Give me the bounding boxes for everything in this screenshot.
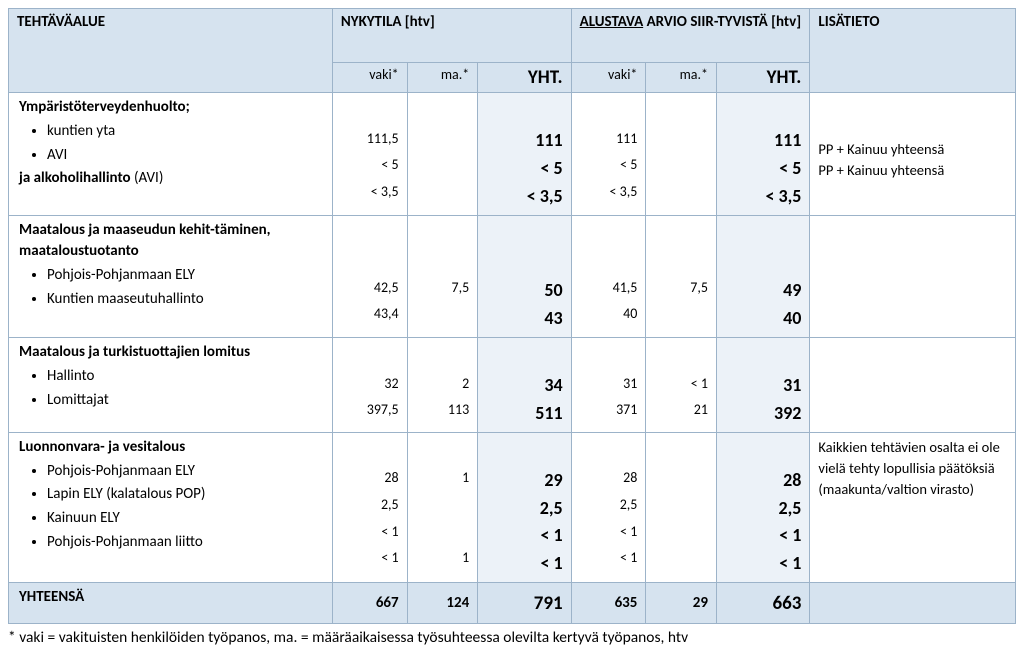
total-row: YHTEENSÄ66712479163529663	[9, 583, 1016, 623]
total-c_vaki: 667	[332, 583, 407, 623]
cell-e_vaki: 41,5 40	[571, 215, 646, 338]
cell-e_ma	[646, 93, 717, 216]
cell-e_vaki: 28 2,5 < 1 < 1	[571, 432, 646, 582]
table-row: Ympäristöterveydenhuolto;kuntien ytaAVIj…	[9, 93, 1016, 216]
cell-c_vaki: 32 397,5	[332, 338, 407, 433]
total-c_yht: 791	[478, 583, 571, 623]
resource-table: TEHTÄVÄALUE NYKYTILA [htv] ALUSTAVA ARVI…	[8, 8, 1016, 624]
total-info	[810, 583, 1016, 623]
task-cell: Maatalous ja maaseudun kehit-täminen, ma…	[9, 215, 333, 338]
cell-e_yht: 49 40	[716, 215, 809, 338]
header-info: LISÄTIETO	[810, 9, 1016, 93]
cell-c_vaki: 42,5 43,4	[332, 215, 407, 338]
cell-c_ma: 7,5	[407, 215, 478, 338]
total-e_ma: 29	[646, 583, 717, 623]
total-c_ma: 124	[407, 583, 478, 623]
header-task: TEHTÄVÄALUE	[9, 9, 333, 93]
header-current: NYKYTILA [htv]	[332, 9, 571, 63]
total-e_yht: 663	[716, 583, 809, 623]
info-cell: Kaikkien tehtävien osalta ei ole vielä t…	[810, 432, 1016, 582]
table-row: Luonnonvara- ja vesitalousPohjois-Pohjan…	[9, 432, 1016, 582]
task-cell: Maatalous ja turkistuottajien lomitusHal…	[9, 338, 333, 433]
subheader-ma-current: ma.*	[407, 63, 478, 93]
info-cell	[810, 338, 1016, 433]
cell-c_ma: 1 1	[407, 432, 478, 582]
cell-e_ma	[646, 432, 717, 582]
cell-c_yht: 34 511	[478, 338, 571, 433]
cell-e_ma: 7,5	[646, 215, 717, 338]
subheader-vaki-estimate: vaki*	[571, 63, 646, 93]
subheader-yht-estimate: YHT.	[716, 63, 809, 93]
total-label: YHTEENSÄ	[9, 583, 333, 623]
cell-e_yht: 31 392	[716, 338, 809, 433]
cell-c_ma: 2 113	[407, 338, 478, 433]
cell-e_ma: < 1 21	[646, 338, 717, 433]
cell-e_yht: 111 < 5 < 3,5	[716, 93, 809, 216]
info-cell: PP + Kainuu yhteensä PP + Kainuu yhteens…	[810, 93, 1016, 216]
header-estimate: ALUSTAVA ARVIO SIIR-TYVISTÄ [htv]	[571, 9, 810, 63]
total-e_vaki: 635	[571, 583, 646, 623]
cell-e_vaki: 111 < 5 < 3,5	[571, 93, 646, 216]
cell-e_vaki: 31 371	[571, 338, 646, 433]
subheader-ma-estimate: ma.*	[646, 63, 717, 93]
table-row: Maatalous ja turkistuottajien lomitusHal…	[9, 338, 1016, 433]
cell-c_vaki: 111,5 < 5 < 3,5	[332, 93, 407, 216]
cell-c_yht: 29 2,5 < 1 < 1	[478, 432, 571, 582]
cell-c_ma	[407, 93, 478, 216]
task-cell: Ympäristöterveydenhuolto;kuntien ytaAVIj…	[9, 93, 333, 216]
task-cell: Luonnonvara- ja vesitalousPohjois-Pohjan…	[9, 432, 333, 582]
cell-c_vaki: 28 2,5 < 1 < 1	[332, 432, 407, 582]
cell-c_yht: 111 < 5 < 3,5	[478, 93, 571, 216]
cell-c_yht: 50 43	[478, 215, 571, 338]
footnote: * vaki = vakituisten henkilöiden työpano…	[8, 624, 1016, 647]
info-cell	[810, 215, 1016, 338]
subheader-vaki-current: vaki*	[332, 63, 407, 93]
cell-e_yht: 28 2,5 < 1 < 1	[716, 432, 809, 582]
subheader-yht-current: YHT.	[478, 63, 571, 93]
table-body: Ympäristöterveydenhuolto;kuntien ytaAVIj…	[9, 93, 1016, 624]
table-row: Maatalous ja maaseudun kehit-täminen, ma…	[9, 215, 1016, 338]
